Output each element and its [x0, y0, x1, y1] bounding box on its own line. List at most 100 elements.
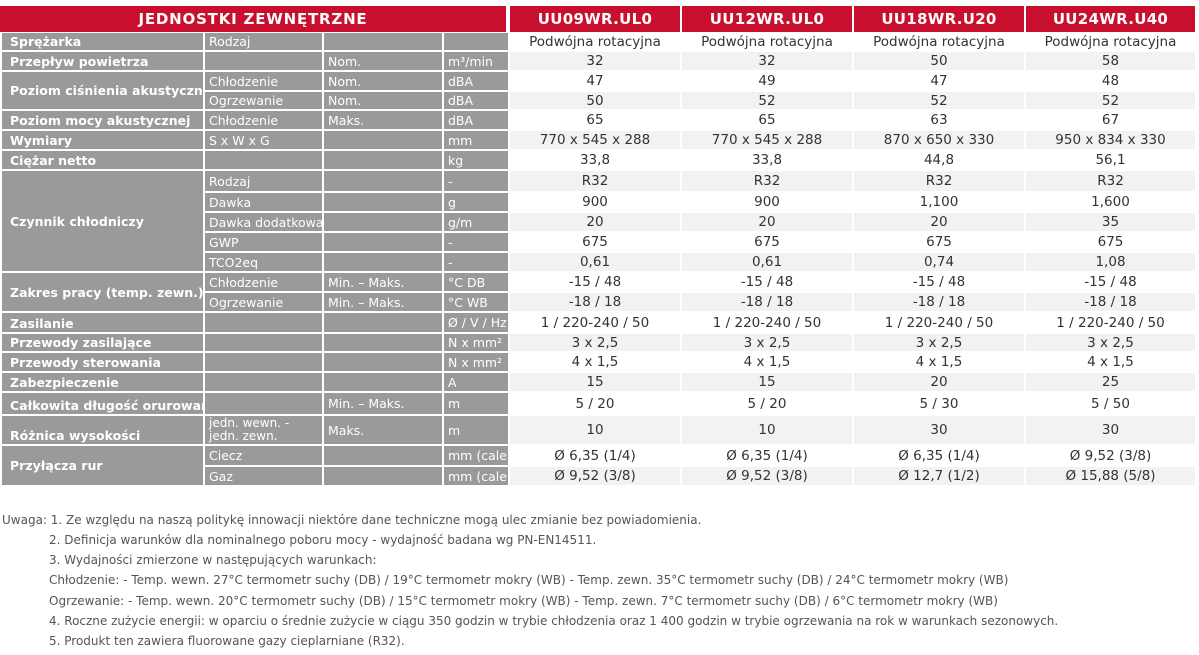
- value-cell: 15: [682, 373, 852, 391]
- value-cell: 50: [854, 52, 1024, 70]
- note-3-heating: Ogrzewanie: - Temp. wewn. 20°C termometr…: [49, 594, 998, 608]
- row-sublabel: Ogrzewanie: [205, 92, 322, 109]
- value-cell: Podwójna rotacyjna: [510, 33, 680, 50]
- value-cell: 65: [682, 111, 852, 129]
- value-cell: -15 / 48: [854, 273, 1024, 291]
- value-cell: Ø 9,52 (3/8): [510, 467, 680, 485]
- note-3: 3. Wydajności zmierzone w następujących …: [49, 553, 377, 567]
- value-cell: 0,61: [682, 253, 852, 271]
- row-sublabel: Rodzaj: [205, 33, 322, 50]
- value-cell: 33,8: [510, 151, 680, 169]
- value-cell: Ø 12,7 (1/2): [854, 467, 1024, 485]
- row-label: Przewody zasilające: [2, 334, 203, 351]
- row-unit: kg: [444, 151, 508, 169]
- value-cell: 1 / 220-240 / 50: [510, 313, 680, 332]
- row-sublabel: Chłodzenie: [205, 111, 322, 129]
- row-label: Przyłącza rur: [2, 446, 203, 485]
- value-cell: 1 / 220-240 / 50: [682, 313, 852, 332]
- value-cell: 30: [1026, 416, 1195, 444]
- row-sublabel: [205, 52, 322, 70]
- value-cell: Ø 6,35 (1/4): [682, 446, 852, 465]
- value-cell: 35: [1026, 213, 1195, 231]
- row-sublabel: GWP: [205, 233, 322, 251]
- row-sublabel: Gaz: [205, 467, 322, 485]
- value-cell: R32: [1026, 171, 1195, 191]
- value-cell: 63: [854, 111, 1024, 129]
- row-condition: [324, 193, 442, 211]
- value-cell: 52: [682, 92, 852, 109]
- row-condition: Nom.: [324, 72, 442, 90]
- row-unit: Ø / V / Hz: [444, 313, 508, 332]
- row-unit: -: [444, 171, 508, 191]
- row-unit: -: [444, 253, 508, 271]
- row-sublabel: Rodzaj: [205, 171, 322, 191]
- row-condition: [324, 353, 442, 371]
- value-cell: 20: [854, 373, 1024, 391]
- row-condition: [324, 313, 442, 332]
- row-condition: Nom.: [324, 92, 442, 109]
- row-sublabel: [205, 373, 322, 391]
- row-unit: dBA: [444, 92, 508, 109]
- value-cell: 10: [510, 416, 680, 444]
- value-cell: R32: [510, 171, 680, 191]
- value-cell: 47: [854, 72, 1024, 90]
- row-label: Poziom mocy akustycznej: [2, 111, 203, 129]
- value-cell: 675: [510, 233, 680, 251]
- row-sublabel: Dawka: [205, 193, 322, 211]
- value-cell: 5 / 30: [854, 393, 1024, 414]
- row-unit: g/m: [444, 213, 508, 231]
- row-unit: N x mm²: [444, 334, 508, 351]
- row-condition: Maks.: [324, 416, 442, 444]
- header-model-1: UU09WR.UL0: [510, 6, 680, 32]
- row-unit: m: [444, 393, 508, 414]
- row-sublabel: [205, 151, 322, 169]
- row-label: Całkowita długość orurowania: [2, 393, 203, 414]
- value-cell: 20: [510, 213, 680, 231]
- row-label: Przepływ powietrza: [2, 52, 203, 70]
- row-sublabel: Ciecz: [205, 446, 322, 465]
- value-cell: 10: [682, 416, 852, 444]
- value-cell: 33,8: [682, 151, 852, 169]
- row-sublabel: [205, 353, 322, 371]
- value-cell: -18 / 18: [1026, 293, 1195, 311]
- value-cell: R32: [682, 171, 852, 191]
- value-cell: 58: [1026, 52, 1195, 70]
- value-cell: Ø 15,88 (5/8): [1026, 467, 1195, 485]
- row-label: Wymiary: [2, 131, 203, 149]
- value-cell: -15 / 48: [1026, 273, 1195, 291]
- value-cell: 30: [854, 416, 1024, 444]
- note-1: Uwaga: 1. Ze względu na naszą politykę i…: [2, 513, 702, 527]
- row-unit: °C WB: [444, 293, 508, 311]
- value-cell: -15 / 48: [510, 273, 680, 291]
- value-cell: 44,8: [854, 151, 1024, 169]
- value-cell: 1,08: [1026, 253, 1195, 271]
- row-unit: [444, 33, 508, 50]
- row-unit: N x mm²: [444, 353, 508, 371]
- row-unit: m³/min: [444, 52, 508, 70]
- value-cell: 5 / 20: [510, 393, 680, 414]
- row-condition: [324, 151, 442, 169]
- value-cell: 0,74: [854, 253, 1024, 271]
- row-condition: [324, 213, 442, 231]
- row-sublabel: S x W x G: [205, 131, 322, 149]
- value-cell: 0,61: [510, 253, 680, 271]
- row-condition: [324, 253, 442, 271]
- header-model-2: UU12WR.UL0: [682, 6, 852, 32]
- value-cell: 5 / 50: [1026, 393, 1195, 414]
- value-cell: 4 x 1,5: [682, 353, 852, 371]
- value-cell: Podwójna rotacyjna: [682, 33, 852, 50]
- row-sublabel: Dawka dodatkowa: [205, 213, 322, 231]
- value-cell: 3 x 2,5: [1026, 334, 1195, 351]
- row-label: Zabezpieczenie: [2, 373, 203, 391]
- row-condition: [324, 131, 442, 149]
- value-cell: Ø 6,35 (1/4): [854, 446, 1024, 465]
- row-condition: [324, 33, 442, 50]
- value-cell: 675: [682, 233, 852, 251]
- row-unit: mm (cale): [444, 467, 508, 485]
- row-sublabel: Ogrzewanie: [205, 293, 322, 311]
- value-cell: Ø 6,35 (1/4): [510, 446, 680, 465]
- value-cell: 52: [854, 92, 1024, 109]
- row-condition: [324, 373, 442, 391]
- value-cell: Ø 9,52 (3/8): [682, 467, 852, 485]
